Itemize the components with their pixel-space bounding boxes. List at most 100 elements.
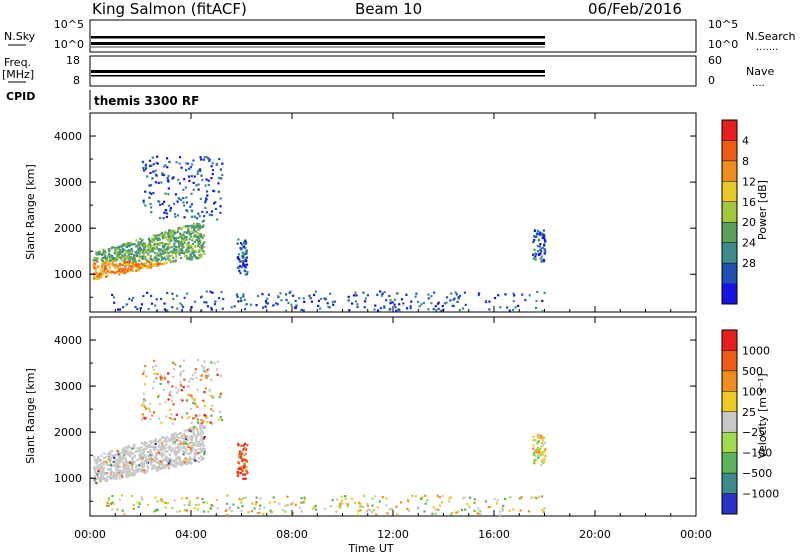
echo-cell: [122, 306, 125, 309]
echo-cell: [178, 182, 182, 185]
colorbar-segment: [722, 222, 737, 244]
echo-cell: [358, 501, 361, 505]
echo-cell: [197, 442, 200, 445]
echo-cell: [163, 308, 166, 311]
echo-cell: [111, 256, 115, 260]
echo-cell: [337, 505, 340, 508]
echo-cell: [479, 512, 482, 516]
echo-cell: [167, 235, 171, 238]
echo-cell: [206, 368, 209, 371]
echo-cell: [177, 246, 180, 249]
echo-cell: [166, 459, 169, 462]
echo-cell: [160, 241, 163, 245]
echo-cell: [191, 378, 195, 381]
echo-cell: [101, 264, 104, 267]
echo-cell: [121, 466, 125, 469]
echo-cell: [356, 305, 359, 309]
echo-cell: [147, 466, 150, 470]
echo-cell: [143, 454, 146, 457]
echo-cell: [100, 473, 103, 477]
echo-cell: [239, 296, 242, 300]
echo-cell: [363, 300, 367, 303]
echo-cell: [183, 442, 187, 445]
echo-cell: [221, 162, 224, 165]
echo-cell: [199, 426, 203, 429]
nsky-label: N.Sky: [4, 30, 36, 43]
echo-cell: [112, 260, 116, 263]
echo-cell: [125, 470, 128, 473]
echo-cell: [245, 273, 249, 276]
echo-cell: [127, 452, 130, 455]
echo-cell: [187, 241, 190, 244]
echo-cell: [543, 238, 546, 241]
echo-cell: [536, 244, 539, 248]
freq-tick-bottom: 8: [73, 74, 80, 87]
echo-cell: [158, 461, 161, 464]
echo-cell: [101, 475, 104, 478]
echo-cell: [536, 290, 539, 294]
echo-cell: [201, 226, 204, 229]
echo-cell: [477, 293, 480, 297]
echo-cell: [197, 238, 200, 241]
echo-cell: [149, 248, 152, 251]
echo-cell: [150, 265, 153, 268]
echo-cell: [174, 231, 177, 234]
echo-cell: [188, 456, 191, 459]
echo-cell: [111, 246, 114, 249]
echo-cell: [155, 244, 158, 247]
echo-cell: [238, 497, 241, 501]
echo-cell: [198, 250, 201, 253]
echo-cell: [149, 255, 152, 258]
echo-cell: [201, 210, 204, 214]
echo-cell: [170, 239, 173, 242]
echo-cell: [157, 200, 160, 203]
echo-cell: [191, 247, 194, 251]
echo-cell: [249, 303, 253, 306]
echo-cell: [183, 216, 186, 219]
echo-cell: [170, 246, 173, 249]
echo-cell: [171, 177, 174, 180]
echo-cell: [130, 472, 133, 475]
x-tick-label: 00:00: [680, 528, 712, 541]
echo-cell: [374, 495, 377, 498]
echo-cell: [130, 473, 134, 477]
echo-cell: [179, 232, 182, 235]
echo-cell: [174, 450, 177, 453]
echo-cell: [155, 452, 158, 455]
echo-cell: [142, 255, 146, 259]
echo-cell: [190, 462, 193, 465]
echo-cell: [238, 456, 241, 459]
echo-cell: [194, 249, 197, 253]
echo-cell: [194, 368, 197, 371]
echo-cell: [149, 171, 152, 175]
echo-cell: [148, 196, 151, 199]
echo-cell: [309, 297, 312, 300]
echo-cell: [460, 509, 464, 512]
echo-cell: [175, 433, 179, 436]
echo-cell: [142, 464, 145, 467]
echo-cell: [203, 404, 207, 408]
echo-cell: [163, 450, 167, 453]
nave-tick-top: 60: [708, 54, 722, 67]
echo-cell: [198, 448, 201, 451]
echo-cell: [183, 440, 186, 444]
echo-cell: [245, 460, 248, 463]
echo-cell: [540, 232, 544, 235]
echo-cell: [115, 259, 119, 262]
echo-cell: [371, 497, 374, 500]
echo-cell: [143, 398, 146, 401]
echo-cell: [94, 469, 97, 472]
echo-cell: [219, 197, 222, 200]
power-colorbar-label: Power [dB]: [756, 180, 769, 240]
echo-cell: [197, 249, 201, 252]
echo-cell: [96, 253, 99, 256]
echo-cell: [144, 264, 147, 267]
echo-cell: [196, 388, 199, 391]
echo-cell: [181, 416, 184, 419]
echo-cell: [534, 255, 537, 258]
echo-cell: [376, 309, 380, 312]
echo-cell: [176, 230, 180, 234]
echo-cell: [195, 217, 199, 220]
echo-cell: [103, 452, 106, 455]
echo-cell: [148, 191, 151, 194]
